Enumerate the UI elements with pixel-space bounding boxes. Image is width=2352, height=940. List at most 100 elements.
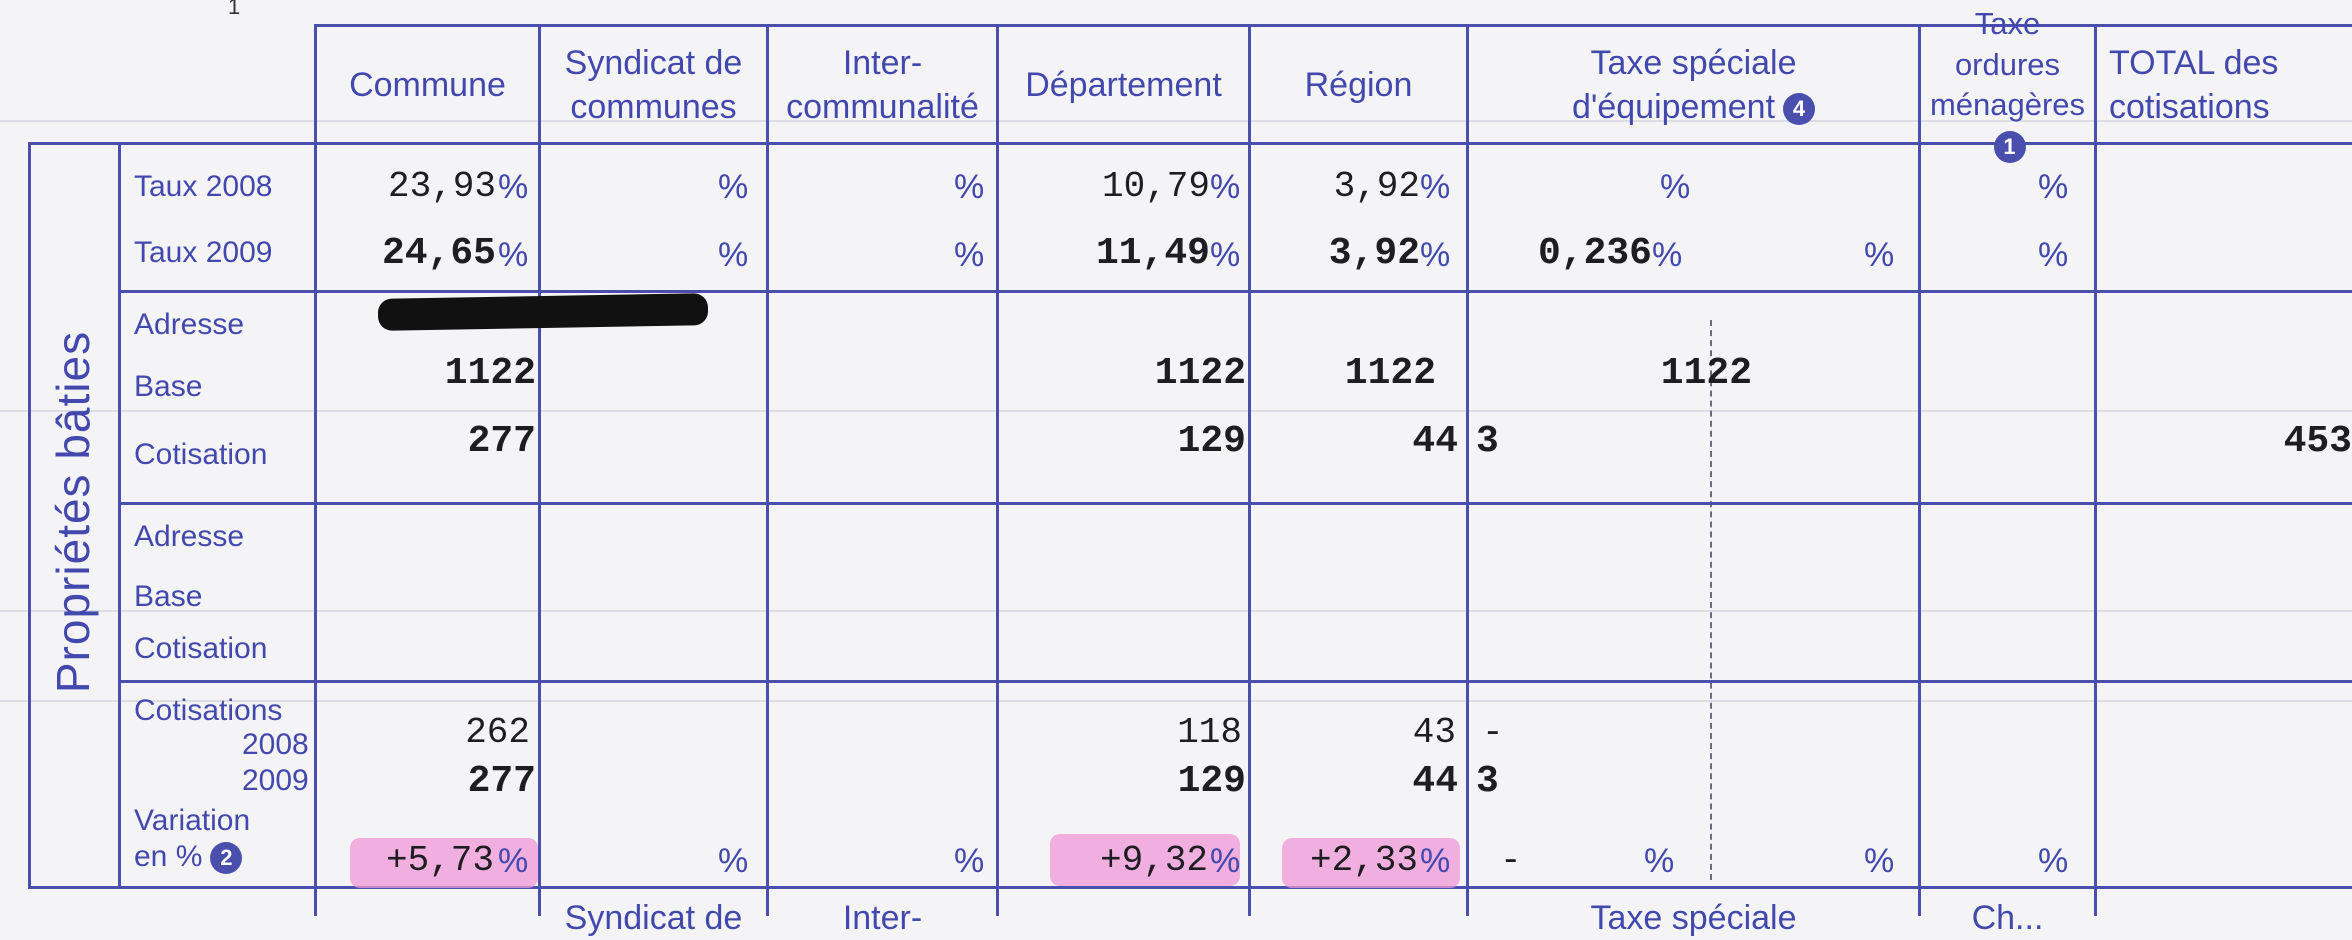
header-intercommunalite: Inter- communalité xyxy=(769,30,996,140)
cotisations-2008-commune: 262 xyxy=(465,712,530,753)
pct-sign: % xyxy=(2038,842,2069,880)
row-label-base-2: Base xyxy=(134,580,203,613)
header-syndicat-line2: communes xyxy=(570,88,737,126)
taux-2009-commune: 24,65 xyxy=(381,232,496,275)
pct-sign: % xyxy=(1660,168,1691,206)
row-label-taux-2009: Taux 2009 xyxy=(134,236,273,269)
taux-2008-commune: 23,93 xyxy=(387,166,496,207)
header-departement: Département xyxy=(999,30,1248,140)
row-label-en-pct-text: en % xyxy=(134,840,203,873)
base-commune: 1122 xyxy=(444,352,536,395)
header-tse-line2-text: d'équipement xyxy=(1571,88,1776,126)
pct-sign: % xyxy=(1420,842,1451,880)
grid-line xyxy=(766,24,769,916)
pct-sign: % xyxy=(498,236,529,274)
header-inter-line1: Inter- xyxy=(842,43,923,82)
row-label-base: Base xyxy=(134,370,203,403)
pct-sign: % xyxy=(718,236,749,274)
bottom-header-tse: Taxe spéciale xyxy=(1590,899,1797,937)
row-label-cotisations: Cotisations xyxy=(134,694,283,727)
header-ordures: Taxe ordures ménagères 1 xyxy=(1921,6,2094,164)
pct-sign: % xyxy=(1210,236,1241,274)
cotisations-2008-region: 43 xyxy=(1412,712,1456,753)
pct-sign: % xyxy=(1864,842,1895,880)
pct-sign: % xyxy=(718,842,749,880)
header-commune-label: Commune xyxy=(349,65,506,104)
header-teom-line2: ménagères 1 xyxy=(1921,85,2094,166)
bottom-header-teom: Ch... xyxy=(1971,899,2044,937)
row-label-adresse-2: Adresse xyxy=(134,520,245,553)
bottom-header-inter: Inter- xyxy=(842,899,923,937)
header-commune: Commune xyxy=(317,30,538,140)
row-label-cotisation-2: Cotisation xyxy=(134,632,268,665)
note-4-icon: 4 xyxy=(1783,93,1816,126)
header-total-line1: TOTAL des xyxy=(2109,43,2279,82)
pct-sign: % xyxy=(1420,236,1451,274)
pct-sign: % xyxy=(718,168,749,206)
pct-sign: % xyxy=(1420,168,1451,206)
pct-sign: % xyxy=(954,168,985,206)
cotisation-region: 44 xyxy=(1412,420,1458,463)
pct-sign: % xyxy=(2038,236,2069,274)
header-inter-line2: communalité xyxy=(786,88,979,126)
grid-line xyxy=(118,142,121,888)
grid-line xyxy=(28,886,2352,889)
cotisations-2008-tse: - xyxy=(1482,712,1504,753)
pct-sign: % xyxy=(954,236,985,274)
grid-line xyxy=(1466,24,1469,916)
cotisation-commune: 277 xyxy=(467,420,536,463)
grid-line xyxy=(118,502,2352,505)
cotisation-departement: 129 xyxy=(1177,420,1246,463)
grid-line xyxy=(28,142,2352,145)
row-label-cotisation: Cotisation xyxy=(134,438,268,471)
pct-sign: % xyxy=(1652,236,1683,274)
row-label-adresse: Adresse xyxy=(134,308,245,341)
tax-table xyxy=(28,24,2352,916)
header-region: Région xyxy=(1251,30,1466,140)
row-label-2009: 2009 xyxy=(242,764,309,797)
section-title: Propriétés bâties xyxy=(47,330,99,694)
grid-line xyxy=(996,24,999,916)
cotisation-total: 453 xyxy=(2283,420,2352,463)
cotisations-2009-region: 44 xyxy=(1412,760,1458,803)
pct-sign: % xyxy=(498,168,529,206)
note-1-icon: 1 xyxy=(1993,131,2026,164)
variation-region: +2,33 xyxy=(1309,840,1418,881)
grid-line xyxy=(538,24,541,916)
pct-sign: % xyxy=(498,842,529,880)
page-number: 1 xyxy=(228,0,241,19)
pct-sign: % xyxy=(1210,168,1241,206)
row-label-en-pct: en % 2 xyxy=(134,840,243,875)
taux-2008-region: 3,92 xyxy=(1333,166,1420,207)
highlight-mark xyxy=(1282,838,1460,888)
bottom-header-syndicat: Syndicat de xyxy=(564,899,743,937)
note-2-icon: 2 xyxy=(210,842,243,875)
grid-line xyxy=(28,142,31,888)
cotisations-2008-departement: 118 xyxy=(1177,712,1242,753)
grid-line xyxy=(314,24,317,916)
taux-2009-tse: 0,236 xyxy=(1537,232,1652,275)
row-label-taux-2008: Taux 2008 xyxy=(134,170,273,203)
header-syndicat: Syndicat de communes xyxy=(541,30,766,140)
header-syndicat-line1: Syndicat de xyxy=(564,43,743,82)
row-label-variation: Variation xyxy=(134,804,251,837)
base-tse: 1122 xyxy=(1660,352,1752,395)
cotisation-tse: 3 xyxy=(1476,420,1499,463)
taux-2008-departement: 10,79 xyxy=(1101,166,1210,207)
taux-2009-region: 3,92 xyxy=(1328,232,1420,275)
pct-sign: % xyxy=(1644,842,1675,880)
variation-commune: +5,73 xyxy=(385,840,494,881)
row-label-2008: 2008 xyxy=(242,728,309,761)
cotisations-2009-commune: 277 xyxy=(467,760,536,803)
header-taxe-speciale: Taxe spéciale d'équipement 4 xyxy=(1469,30,1918,140)
section-title-vertical: Propriétés bâties xyxy=(28,142,118,882)
variation-tse: - xyxy=(1500,840,1522,881)
pct-sign: % xyxy=(2038,168,2069,206)
grid-line xyxy=(118,290,2352,293)
header-tse-line2: d'équipement 4 xyxy=(1571,85,1816,129)
grid-line xyxy=(314,24,2352,27)
pct-sign: % xyxy=(1864,236,1895,274)
cotisations-2009-tse: 3 xyxy=(1476,760,1499,803)
grid-line xyxy=(1918,24,1921,916)
header-total-line2: cotisations xyxy=(2109,88,2270,126)
